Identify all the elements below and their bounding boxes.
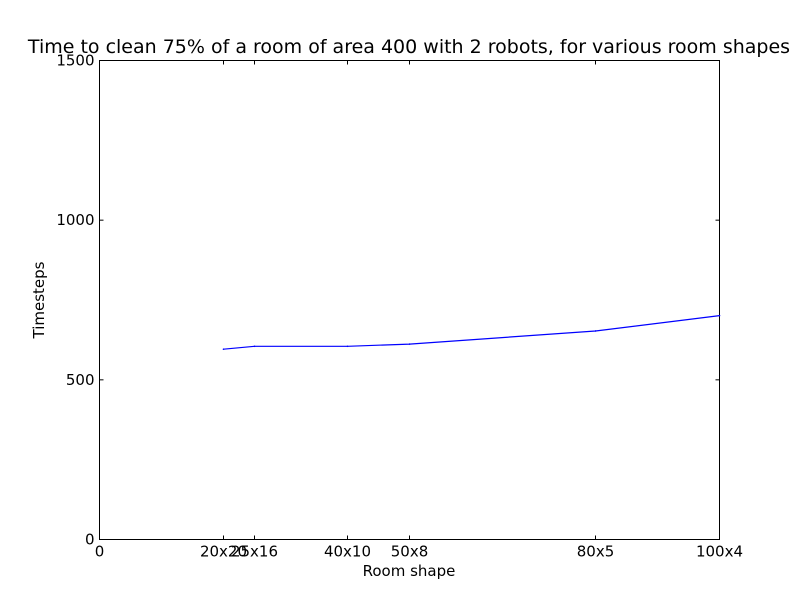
data-point — [346, 345, 349, 348]
y-tick-label: 1000 — [56, 211, 94, 229]
x-tick-label: 0 — [95, 543, 105, 561]
data-point — [253, 345, 256, 348]
x-tick-label: 50x8 — [391, 543, 429, 561]
data-point — [594, 330, 597, 332]
x-axis-label: Room shape — [363, 562, 456, 580]
plot-area — [99, 60, 720, 540]
series-layer — [222, 314, 721, 350]
x-tick-label: 80x5 — [577, 543, 615, 561]
y-axis-label: Timesteps — [30, 261, 48, 339]
x-tick-label: 40x10 — [324, 543, 371, 561]
data-point — [408, 343, 411, 345]
x-tick-label: 20x20 — [200, 543, 247, 561]
data-point — [718, 314, 721, 317]
data-point — [222, 348, 225, 350]
series-line — [223, 315, 720, 350]
chart-title: Time to clean 75% of a room of area 400 … — [27, 36, 790, 58]
y-tick-label: 500 — [66, 371, 95, 389]
x-tick-label: 100x4 — [696, 543, 743, 561]
y-tick-label: 1500 — [56, 52, 94, 70]
x-tick-label: 25x16 — [231, 543, 278, 561]
y-tick-label: 0 — [85, 531, 95, 549]
